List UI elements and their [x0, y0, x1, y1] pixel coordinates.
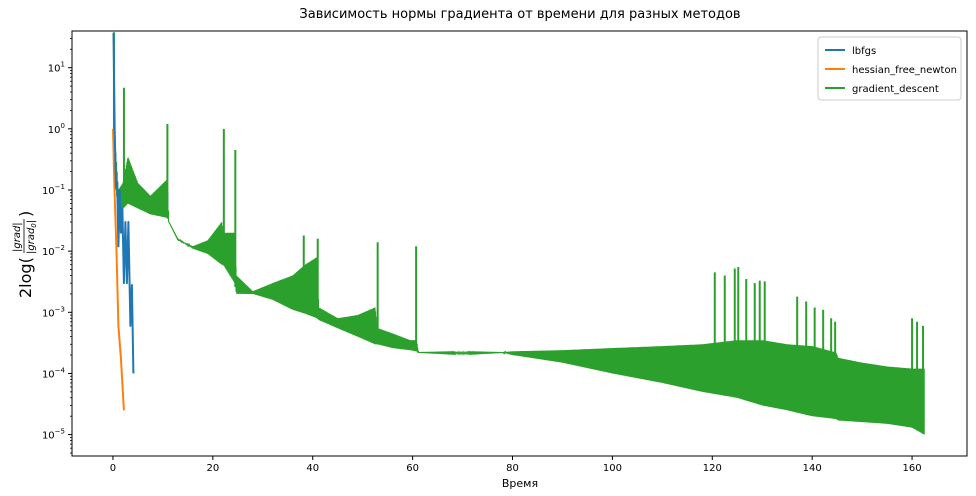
- x-tick-label: 60: [406, 463, 419, 474]
- y-tick-label: 10−4: [42, 366, 66, 380]
- x-tick-label: 100: [603, 463, 622, 474]
- x-tick-label: 140: [803, 463, 822, 474]
- y-label-numerator: |grad|: [12, 222, 23, 252]
- y-tick-label: 10−5: [42, 428, 65, 442]
- x-axis-label: Время: [502, 477, 538, 490]
- x-tick-label: 0: [110, 463, 116, 474]
- tick-layer: 0 20 40 60 80 100 120 140 160 10−5 10−4 10−3 10−2 10−…: [42, 38, 922, 474]
- series-layer: [112, 32, 925, 435]
- x-tick-label: 160: [903, 463, 922, 474]
- y-label-suffix: ): [16, 211, 35, 217]
- y-tick-label: 10−3: [42, 305, 65, 319]
- y-tick-label: 10−1: [42, 183, 65, 197]
- y-label-denominator-close: |: [26, 220, 37, 223]
- y-tick-label: 10−2: [42, 244, 65, 258]
- x-tick-label: 80: [506, 463, 519, 474]
- plot-frame: [71, 30, 968, 457]
- y-tick-label: 100: [48, 122, 65, 136]
- y-label-denominator: |grad0|: [26, 220, 38, 254]
- legend-box: [817, 36, 962, 101]
- y-label-denominator-main: |grad: [26, 227, 37, 254]
- y-axis-label: 2log( |grad| |grad0| ): [12, 211, 38, 298]
- y-label-prefix: 2log(: [16, 257, 35, 298]
- x-tick-label: 120: [703, 463, 722, 474]
- legend-label-lbfgs: lbfgs: [852, 46, 876, 57]
- y-tick-label: 101: [48, 61, 65, 75]
- series-line-lbfgs: [112, 32, 135, 374]
- y-label-denominator-sub: 0: [30, 223, 38, 228]
- legend-label-gradient-descent: gradient_descent: [852, 84, 939, 95]
- x-tick-label: 20: [206, 463, 219, 474]
- chart-title: Зависимость нормы градиента от времени д…: [299, 7, 740, 22]
- x-tick-label: 40: [306, 463, 319, 474]
- legend-label-hessian-free-newton: hessian_free_newton: [852, 65, 957, 76]
- series-line-hessian-free-newton: [112, 128, 125, 411]
- series-line-gradient-descent: [113, 124, 925, 435]
- legend: lbfgs hessian_free_newton gradient_desce…: [817, 36, 962, 101]
